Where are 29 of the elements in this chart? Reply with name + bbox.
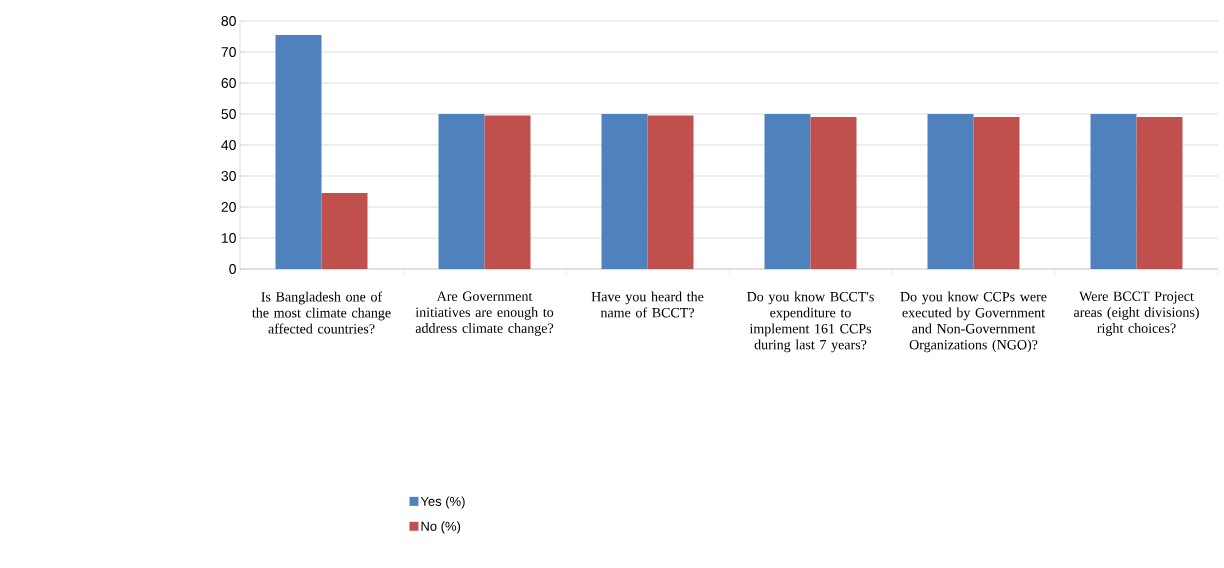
y-tick-label: 30 [221,171,236,181]
y-tick-label: 80 [221,16,236,26]
bar [321,193,368,269]
bar [810,117,857,269]
legend-label: Yes (%) [420,496,465,509]
y-tick-label: 20 [221,202,236,212]
bar [1136,117,1183,269]
legend-label: No (%) [421,521,461,534]
x-tick-label: Are Government initiatives are enough to address climate change? [415,291,554,336]
y-tick-label: 40 [221,140,236,150]
bar [927,114,974,269]
bar [438,114,485,269]
y-tick-label: 0 [229,264,236,274]
x-tick-label: Were BCCT Project areas (eight divisions) right choices? [1074,291,1199,336]
x-tick-label: Do you know CCPs were executed by Government and Non-Government Organizations (NGO)? [900,291,1047,353]
y-tick-label: 10 [221,233,236,243]
bar [484,115,531,269]
bar [1090,114,1137,269]
y-tick-label: 50 [221,109,236,119]
x-tick-label: Do you know BCCT's expenditure to implement 161 CCPs during last 7 years? [747,291,874,353]
x-tick-label: Have you heard the name of BCCT? [591,291,704,318]
x-tick-label: Is Bangladesh one of the most climate change affected countries? [252,291,391,334]
bar [973,117,1020,269]
bar [275,34,322,269]
bar [601,114,648,269]
y-tick-label: 60 [221,78,236,88]
bar [647,115,694,269]
bar [764,114,811,269]
y-tick-label: 70 [221,47,236,57]
